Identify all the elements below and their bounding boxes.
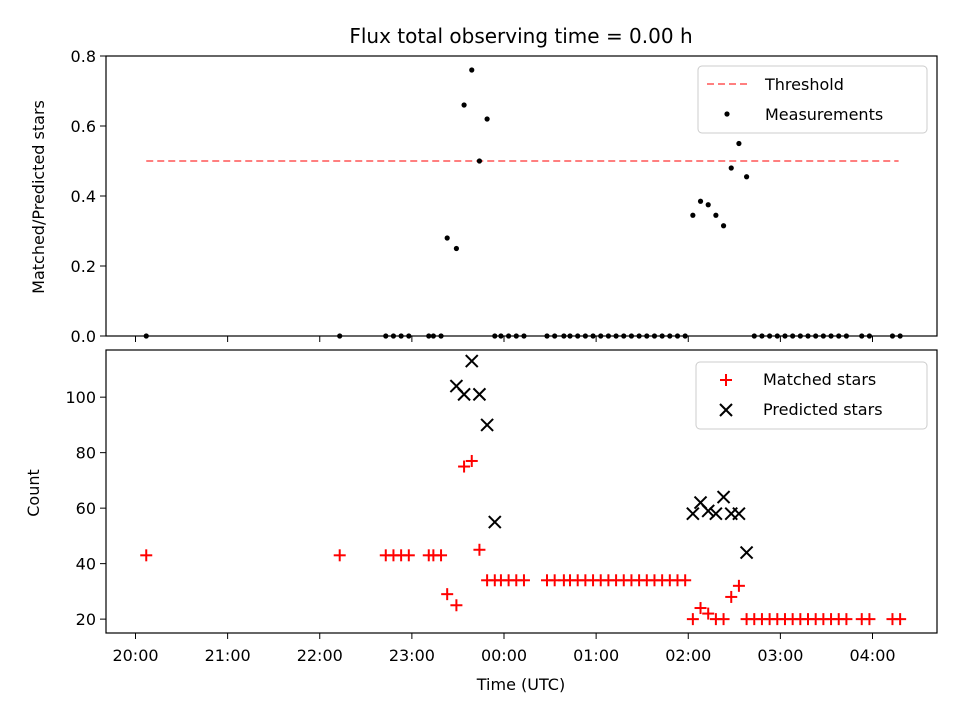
measurement-point — [720, 223, 727, 229]
matched-star-point — [894, 613, 907, 626]
matched-star-point — [679, 574, 692, 587]
matched-legend-swatch — [720, 374, 732, 386]
matched-star-point — [725, 590, 738, 603]
bottom-y-axis: 20 40 60 80 100 — [65, 388, 106, 629]
x-axis-label: Time (UTC) — [476, 675, 565, 694]
matched-star-point — [517, 574, 530, 587]
threshold-legend-label: Threshold — [764, 75, 844, 94]
bottom-y-tick-label: 80 — [76, 444, 96, 463]
predicted-star-point — [686, 506, 700, 521]
predicted-star-point — [465, 354, 479, 368]
top-y-tick-label: 0.0 — [71, 327, 96, 346]
matched-star-point — [465, 454, 478, 467]
predicted-star-point — [472, 387, 487, 402]
bottom-legend: Matched stars Predicted stars — [695, 361, 928, 430]
x-tick-label: 00:00 — [481, 646, 527, 665]
top-legend-box — [697, 65, 928, 134]
measurements-legend-label: Measurements — [765, 105, 883, 124]
top-y-axis: 0.0 0.2 0.4 0.6 0.8 — [71, 47, 106, 346]
bottom-plot-area — [140, 354, 907, 626]
matched-star-point — [402, 549, 415, 562]
measurement-point — [453, 245, 460, 252]
matched-star-point — [441, 588, 454, 601]
measurement-point — [713, 212, 719, 218]
bottom-legend-box — [695, 361, 928, 430]
matched-star-point — [435, 549, 448, 562]
measurement-point — [690, 212, 696, 218]
predicted-star-point — [739, 545, 754, 560]
chart-title: Flux total observing time = 0.00 h — [349, 24, 692, 48]
measurement-point — [697, 198, 704, 204]
measurement-point — [469, 67, 475, 73]
bottom-y-axis-label: Count — [24, 469, 43, 517]
matched-star-point — [140, 549, 153, 562]
measurement-point — [444, 235, 450, 241]
predicted-star-point — [480, 418, 494, 432]
ratio-panel: Flux total observing time = 0.00 h Match… — [29, 24, 938, 346]
measurement-point — [461, 102, 467, 108]
x-tick-label: 03:00 — [757, 646, 803, 665]
top-y-tick-label: 0.4 — [71, 187, 96, 206]
measurement-point — [476, 158, 483, 164]
bottom-x-axis: 20:00 21:00 22:00 23:00 00:00 01:00 02:00 03:00… — [112, 633, 896, 665]
predicted-star-point — [457, 387, 471, 402]
measurement-point — [736, 140, 742, 147]
matched-star-point — [732, 579, 745, 592]
top-y-axis-label: Matched/Predicted stars — [29, 100, 48, 294]
matched-star-point — [473, 543, 486, 556]
x-tick-label: 02:00 — [665, 646, 711, 665]
matched-star-point — [717, 613, 730, 626]
predicted-legend-swatch — [719, 403, 733, 417]
predicted-star-point — [709, 506, 723, 521]
measurements-legend-swatch — [724, 111, 730, 117]
x-tick-label: 20:00 — [112, 646, 158, 665]
matched-legend-label: Matched stars — [763, 370, 876, 389]
x-tick-label: 21:00 — [205, 646, 251, 665]
matched-star-point — [333, 549, 346, 562]
x-tick-label: 22:00 — [297, 646, 343, 665]
bottom-y-tick-label: 40 — [76, 555, 96, 574]
predicted-legend-label: Predicted stars — [763, 400, 883, 419]
matched-star-point — [686, 613, 699, 626]
measurement-point — [705, 202, 711, 208]
x-tick-label: 04:00 — [849, 646, 895, 665]
top-y-tick-label: 0.2 — [71, 257, 96, 276]
matched-star-point — [458, 460, 471, 473]
measurement-point — [728, 165, 734, 171]
bottom-y-tick-label: 60 — [76, 499, 96, 518]
measurement-point — [484, 116, 490, 122]
top-legend: Threshold Measurements — [697, 65, 928, 134]
top-x-axis — [135, 336, 873, 342]
x-tick-label: 23:00 — [389, 646, 435, 665]
top-y-tick-label: 0.6 — [71, 117, 96, 136]
bottom-axes-frame — [105, 349, 938, 634]
measurement-point — [743, 174, 750, 180]
x-tick-label: 01:00 — [573, 646, 619, 665]
top-y-tick-label: 0.8 — [71, 47, 96, 66]
predicted-star-point — [732, 506, 746, 521]
matched-star-point — [450, 599, 463, 612]
bottom-y-tick-label: 100 — [65, 388, 96, 407]
matched-star-point — [694, 602, 707, 615]
predicted-star-point — [716, 490, 731, 504]
matched-star-point — [702, 607, 715, 620]
matched-star-point — [863, 613, 876, 626]
matched-star-point — [840, 613, 853, 626]
predicted-star-point — [701, 504, 715, 518]
bottom-y-tick-label: 20 — [76, 610, 96, 629]
predicted-star-point — [488, 515, 502, 529]
